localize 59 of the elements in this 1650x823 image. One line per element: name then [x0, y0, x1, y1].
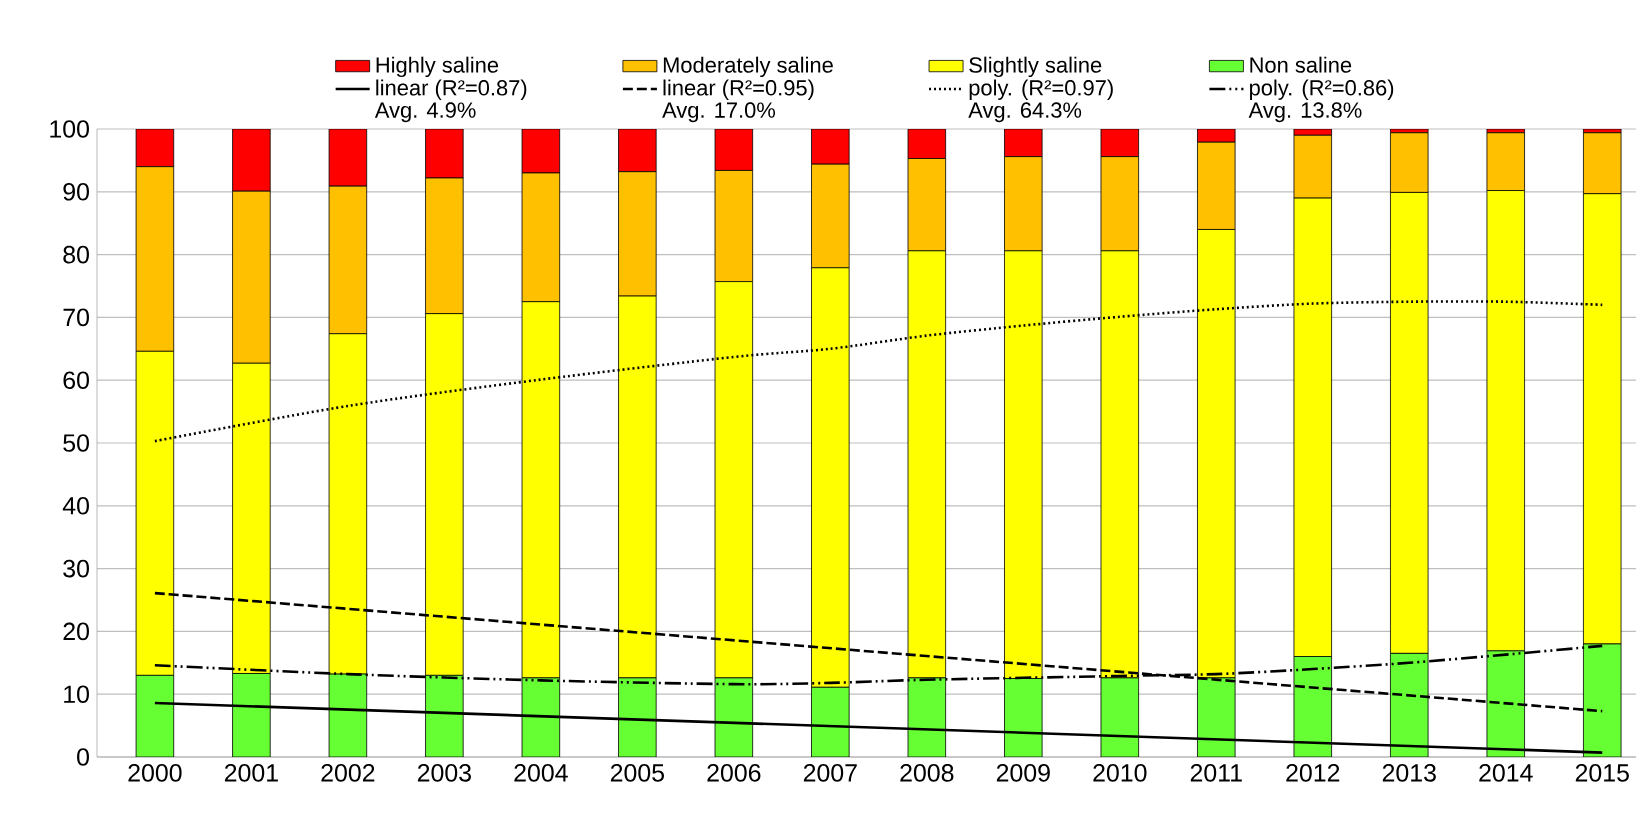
- text: Avg. 64.3%: [968, 102, 1082, 123]
- text: Avg. 4.9%: [374, 102, 476, 123]
- legend-label: linear (R²=0.95): [663, 79, 814, 100]
- bar: [1100, 677, 1140, 757]
- legend-label: Highly saline: [376, 56, 499, 78]
- bar: [618, 677, 657, 757]
- legend-label: poly. (R²=0.86): [1250, 79, 1394, 100]
- y-tick-label: 70: [63, 308, 89, 327]
- y-tick-label: 10: [64, 685, 89, 704]
- y-tick-label: 80: [63, 245, 89, 264]
- legend-label: poly. (R²=0.97): [969, 79, 1113, 100]
- legend-label: Slightly saline: [969, 56, 1102, 78]
- x-tick-label: 2005: [610, 764, 664, 782]
- text: Avg. 17.0%: [662, 102, 776, 123]
- x-tick-label: 2006: [707, 764, 761, 782]
- bar: [1100, 128, 1140, 158]
- y-tick-label: 20: [63, 622, 89, 641]
- x-tick-label: 2003: [417, 764, 471, 782]
- x-tick-label: 2011: [1190, 764, 1242, 782]
- x-tick-label: 2008: [900, 764, 954, 782]
- bar: [811, 128, 850, 165]
- x-tick-label: 2009: [996, 764, 1050, 782]
- legend-label: Non saline: [1250, 56, 1352, 73]
- bar: [618, 128, 657, 173]
- y-tick-label: 30: [63, 559, 89, 578]
- bar: [521, 128, 561, 174]
- x-tick-label: 2015: [1575, 764, 1629, 782]
- x-tick-label: 2002: [321, 764, 375, 782]
- bar: [328, 128, 368, 187]
- x-tick-label: 2000: [128, 764, 182, 782]
- bar: [907, 128, 947, 159]
- x-tick-label: 2014: [1479, 764, 1533, 782]
- x-tick-label: 2013: [1382, 764, 1436, 782]
- bar: [425, 128, 464, 179]
- bar: [1583, 643, 1622, 757]
- x-tick-label: 2012: [1286, 764, 1340, 782]
- bar: [232, 673, 271, 757]
- bar: [232, 128, 271, 192]
- x-tick-label: 2001: [224, 764, 278, 782]
- bar: [135, 674, 175, 757]
- bar: [1004, 678, 1043, 757]
- bar: [811, 686, 850, 757]
- x-tick-label: 2010: [1093, 764, 1147, 782]
- x-tick-label: 2007: [803, 764, 857, 782]
- x-tick-label: 2004: [514, 764, 568, 782]
- y-tick-label: 100: [50, 120, 89, 138]
- bar: [328, 673, 368, 757]
- bar: [425, 674, 464, 757]
- bar: [1004, 128, 1043, 158]
- y-tick-label: 40: [62, 497, 89, 515]
- y-tick-label: 50: [63, 434, 89, 452]
- y-tick-label: 90: [63, 182, 89, 201]
- bar: [714, 128, 754, 171]
- legend-label: linear (R²=0.87): [376, 79, 527, 100]
- bar: [135, 128, 175, 168]
- legend-label: Moderately saline: [663, 56, 833, 78]
- y-tick-label: 60: [63, 371, 89, 390]
- text: Avg. 13.8%: [1248, 102, 1362, 123]
- y-tick-label: 0: [77, 748, 89, 766]
